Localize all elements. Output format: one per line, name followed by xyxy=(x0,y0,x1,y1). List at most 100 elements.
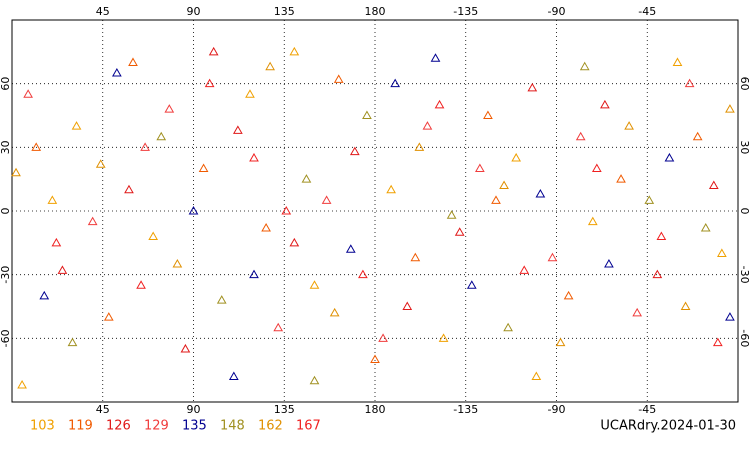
observation-marker xyxy=(198,163,209,173)
x-tick-label: -45 xyxy=(638,5,656,18)
legend-entry: 167 xyxy=(296,419,321,434)
legend-entry: 103 xyxy=(30,419,55,434)
observation-marker xyxy=(349,146,360,156)
observation-marker xyxy=(321,195,332,204)
x-tick-label: 135 xyxy=(274,5,295,18)
observations xyxy=(11,46,735,389)
observation-marker xyxy=(57,265,68,274)
observation-marker xyxy=(156,131,167,141)
observation-marker xyxy=(535,189,546,198)
observation-marker xyxy=(180,343,191,353)
observation-marker xyxy=(148,231,159,240)
observation-marker xyxy=(23,89,33,98)
observation-marker xyxy=(511,152,522,162)
observation-marker xyxy=(680,301,691,310)
observation-marker xyxy=(261,222,271,232)
y-tick-label: -30 xyxy=(738,266,750,284)
observation-marker xyxy=(475,163,485,173)
observation-marker xyxy=(555,337,566,347)
x-tick-label: 180 xyxy=(365,5,386,18)
observation-marker xyxy=(519,265,530,274)
observation-marker xyxy=(644,195,655,204)
x-tick-label: 135 xyxy=(274,403,295,416)
observation-marker xyxy=(446,210,457,219)
observation-marker xyxy=(587,216,598,226)
axes: 45 45 90 90 135 135 180 180 -135 -135 -90 -90 -45 -45… xyxy=(0,5,750,416)
observation-marker xyxy=(402,301,413,310)
legend-entry: 135 xyxy=(182,419,207,434)
legend-entry: 162 xyxy=(258,419,283,434)
observation-marker xyxy=(414,142,425,151)
observation-marker xyxy=(579,61,590,71)
observation-marker xyxy=(632,307,643,317)
observation-marker xyxy=(51,237,62,247)
observation-marker xyxy=(140,142,150,151)
observation-marker xyxy=(390,78,401,88)
legend-entry: 119 xyxy=(68,419,93,434)
observation-marker xyxy=(249,152,259,162)
legend: 103 119 126 129 135 148 162 167 xyxy=(30,419,321,434)
x-tick-label: 45 xyxy=(96,5,110,18)
observation-marker xyxy=(410,252,421,262)
observation-marker xyxy=(700,222,711,232)
observation-marker xyxy=(600,99,610,109)
observation-marker xyxy=(422,121,433,130)
observation-marker xyxy=(386,184,396,194)
observation-marker xyxy=(725,312,735,321)
observation-marker xyxy=(164,104,175,113)
observation-marker xyxy=(216,295,227,304)
observation-marker xyxy=(249,269,259,279)
observation-marker xyxy=(491,195,501,204)
y-tick-label: 60 xyxy=(738,77,750,91)
observation-marker xyxy=(527,82,538,92)
observation-marker xyxy=(717,248,727,257)
legend-entry: 126 xyxy=(106,419,131,434)
map-title: UCARdry.2024-01-30 xyxy=(600,419,736,434)
observation-marker xyxy=(11,167,21,177)
observation-marker xyxy=(95,159,106,168)
observation-marker xyxy=(616,174,626,183)
y-tick-label: 0 xyxy=(738,208,750,215)
observation-marker xyxy=(575,131,586,141)
observation-marker xyxy=(31,142,42,151)
observation-marker xyxy=(466,280,477,289)
x-tick-label: -45 xyxy=(638,403,656,416)
y-tick-label: 60 xyxy=(0,77,12,91)
x-tick-label: -90 xyxy=(548,403,566,416)
observation-marker xyxy=(245,89,255,98)
y-tick-label: -60 xyxy=(0,329,12,347)
observation-marker xyxy=(370,354,380,364)
y-tick-label: 30 xyxy=(0,140,12,154)
observation-marker xyxy=(112,68,122,77)
observation-marker xyxy=(128,57,138,66)
observation-marker xyxy=(204,78,215,88)
observation-marker xyxy=(547,252,558,262)
legend-entry: 129 xyxy=(144,419,169,434)
observation-marker xyxy=(281,205,292,215)
observation-marker xyxy=(591,163,602,173)
observation-marker xyxy=(47,195,58,204)
observation-marker xyxy=(103,312,114,321)
observation-marker xyxy=(483,110,493,119)
observation-marker xyxy=(333,74,344,83)
observation-marker xyxy=(652,269,663,279)
grid xyxy=(12,20,738,402)
observation-marker xyxy=(188,205,199,215)
observation-marker xyxy=(499,180,509,190)
legend-entry: 148 xyxy=(220,419,245,434)
x-tick-label: 45 xyxy=(96,403,110,416)
observation-marker xyxy=(434,99,445,109)
observation-marker xyxy=(362,110,372,119)
observation-marker xyxy=(430,53,441,62)
observation-marker xyxy=(503,322,513,332)
x-tick-label: -135 xyxy=(453,5,478,18)
observation-marker xyxy=(531,371,542,381)
observation-marker xyxy=(712,337,723,347)
observation-marker xyxy=(208,46,219,56)
observation-marker xyxy=(172,259,183,268)
observation-marker xyxy=(289,46,300,56)
observation-marker xyxy=(67,337,78,347)
observation-marker xyxy=(87,216,98,226)
observation-marker xyxy=(301,174,312,183)
